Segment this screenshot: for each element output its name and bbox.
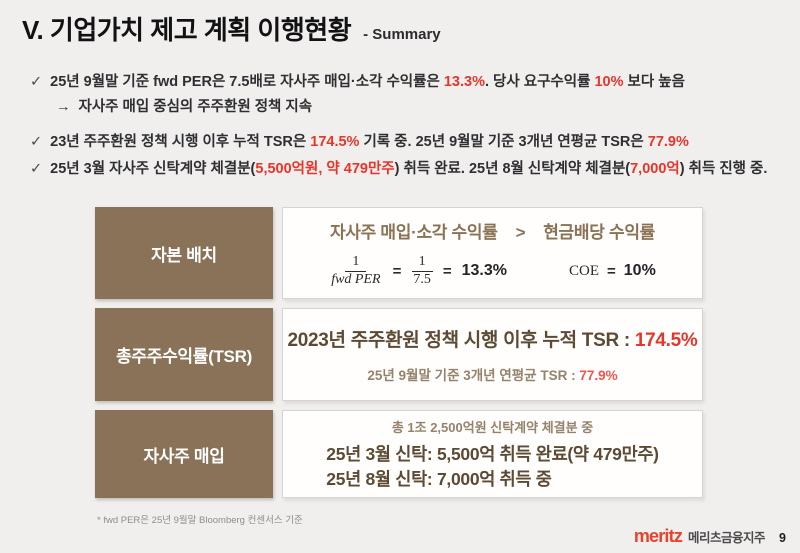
bullet-tsr: ✓ 23년 주주환원 정책 시행 이후 누적 TSR은 174.5% 기록 중.… [30,134,775,151]
summary-rows: 자본 배치 자사주 매입·소각 수익률 > 현금배당 수익률 1 fwd PER… [95,207,703,498]
bullet-text: 25년 9월말 기준 fwd PER은 7.5배로 자사주 매입·소각 수익률은… [50,74,685,90]
capital-allocation-label: 자본 배치 [95,207,273,299]
numerator: 1 [345,254,367,272]
buyback-total-line: 총 1조 2,500억원 신탁계약 체결분 중 [391,420,594,435]
tsr-cumulative-line: 2023년 주주환원 정책 시행 이후 누적 TSR : 174.5% [287,325,697,352]
row-tsr: 총주주수익률(TSR) 2023년 주주환원 정책 시행 이후 누적 TSR :… [95,308,703,401]
fraction-fwd-per: 1 fwd PER [329,254,382,287]
row-buyback: 자사주 매입 총 1조 2,500억원 신탁계약 체결분 중 25년 3월 신탁… [95,410,703,498]
footnote: * fwd PER은 25년 9월말 Bloomberg 컨센서스 기준 [97,515,303,526]
equals-sign: = [392,262,402,280]
coe-group: COE = 10% [569,262,656,280]
tsr-cumulative-value: 174.5% [634,330,698,351]
tsr-average-line: 25년 9월말 기준 3개년 연평균 TSR : 77.9% [367,364,617,384]
equals-sign: = [442,262,452,280]
bullet-buyback: ✓ 25년 3월 자사주 신탁계약 체결분(5,500억원, 약 479만주) … [30,161,775,178]
meritz-logo: meritz [633,526,683,546]
headline-left: 자사주 매입·소각 수익률 [329,223,498,243]
slide-footer: meritz 메리츠금융지주 9 [634,526,786,547]
equals-sign: = [607,262,616,280]
check-icon: ✓ [30,133,43,150]
bullet-text: 25년 3월 자사주 신탁계약 체결분(5,500억원, 약 479만주) 취득… [50,161,768,178]
buyback-march-line: 25년 3월 신탁: 5,500억 취득 완료(약 479만주) [326,444,659,464]
row-capital-allocation: 자본 배치 자사주 매입·소각 수익률 > 현금배당 수익률 1 fwd PER… [95,207,703,299]
coe-value: 10% [623,262,656,279]
tsr-label: 총주주수익률(TSR) [95,308,273,401]
tsr-content: 2023년 주주환원 정책 시행 이후 누적 TSR : 174.5% 25년 … [282,308,703,401]
fraction-7-5: 1 7.5 [411,254,433,287]
headline-right: 현금배당 수익률 [543,223,656,243]
comparator: > [515,223,526,243]
check-icon: ✓ [30,161,43,178]
check-icon: ✓ [30,74,43,90]
denominator: fwd PER [331,271,381,287]
tsr-average-value: 77.9% [579,368,618,383]
buyback-label: 자사주 매입 [95,410,273,498]
capital-allocation-content: 자사주 매입·소각 수익률 > 현금배당 수익률 1 fwd PER = 1 7… [282,207,703,299]
coe-label: COE [569,262,599,279]
page-subtitle: - Summary [363,26,441,43]
summary-bullets: ✓ 25년 9월말 기준 fwd PER은 7.5배로 자사주 매입·소각 수익… [30,74,775,179]
capital-headline: 자사주 매입·소각 수익률 > 현금배당 수익률 [330,218,655,243]
bullet-per: ✓ 25년 9월말 기준 fwd PER은 7.5배로 자사주 매입·소각 수익… [30,74,775,91]
capital-formula: 1 fwd PER = 1 7.5 = 13.3% COE = 10% [329,254,656,287]
buyback-detail-block: 25년 3월 신탁: 5,500억 취득 완료(약 479만주) 25년 8월 … [326,442,659,491]
denominator: 7.5 [413,271,431,287]
numerator: 1 [411,254,433,272]
arrow-right-icon: → [56,99,71,116]
page-number: 9 [779,531,786,545]
bullet-text: 자사주 매입 중심의 주주환원 정책 지속 [78,99,313,116]
buyback-yield-value: 13.3% [461,262,507,279]
slide-header: V. 기업가치 제고 계획 이행현황 - Summary [22,10,441,47]
buyback-august-line: 25년 8월 신탁: 7,000억 취득 중 [326,468,552,489]
tsr-cumulative-text: 2023년 주주환원 정책 시행 이후 누적 TSR : [287,330,635,351]
company-name: 메리츠금융지주 [688,531,766,545]
page-title: V. 기업가치 제고 계획 이행현황 [22,15,352,45]
buyback-content: 총 1조 2,500억원 신탁계약 체결분 중 25년 3월 신탁: 5,500… [282,410,703,498]
bullet-policy-arrow: → 자사주 매입 중심의 주주환원 정책 지속 [56,99,775,116]
tsr-average-text: 25년 9월말 기준 3개년 연평균 TSR : [367,368,580,383]
bullet-text: 23년 주주환원 정책 시행 이후 누적 TSR은 174.5% 기록 중. 2… [50,133,689,150]
